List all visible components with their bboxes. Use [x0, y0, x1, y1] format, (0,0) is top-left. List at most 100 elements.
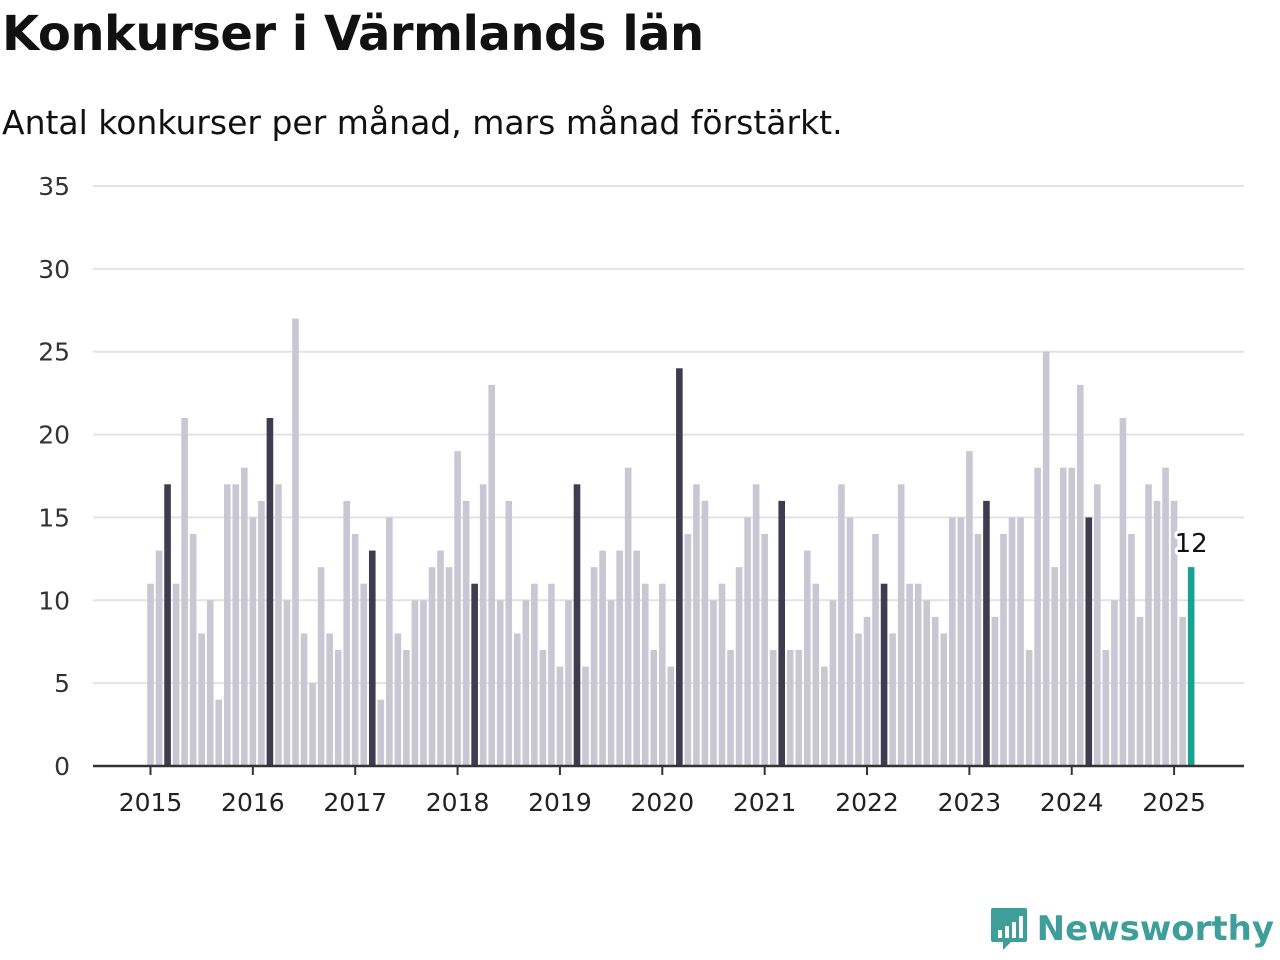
x-tick-label: 2022: [835, 788, 899, 817]
bar: [1119, 418, 1127, 766]
bar: [1017, 517, 1024, 766]
bar: [1111, 600, 1118, 766]
y-tick-label: 20: [38, 421, 70, 450]
bar: [991, 616, 999, 766]
bar: [266, 418, 274, 766]
bar: [565, 600, 572, 766]
bar: [863, 616, 871, 766]
bar: [931, 616, 939, 766]
bar: [1034, 467, 1041, 766]
bar: [923, 600, 931, 766]
bar: [556, 666, 564, 766]
bar: [420, 600, 427, 766]
bar: [215, 699, 223, 766]
bar: [1128, 534, 1135, 766]
bar: [633, 550, 641, 766]
bar: [198, 633, 205, 766]
bar: [317, 567, 325, 766]
bar: [513, 633, 521, 766]
bar: [437, 550, 444, 766]
bar: [326, 633, 333, 766]
bar: [914, 583, 922, 766]
annotations: 12: [1172, 526, 1211, 562]
bar: [505, 500, 513, 766]
bar: [1136, 616, 1144, 766]
bar: [368, 550, 376, 766]
brand-name: Newsworthy: [1036, 909, 1274, 949]
y-tick-label: 35: [38, 172, 70, 201]
bar: [641, 583, 649, 766]
bar: [292, 318, 299, 766]
bar: [752, 484, 760, 766]
bar: [189, 534, 197, 766]
bar: [531, 583, 538, 766]
bar: [769, 650, 777, 766]
bar: [983, 500, 990, 766]
bar: [300, 633, 308, 766]
bar: [1170, 500, 1178, 766]
bar: [334, 650, 342, 766]
bar: [701, 500, 709, 766]
bar: [599, 550, 606, 766]
bar: [1153, 500, 1161, 766]
brand-logo: Newsworthy: [989, 906, 1274, 952]
bar: [488, 384, 495, 766]
bar: [607, 600, 615, 766]
bar: [778, 500, 786, 766]
bar: [795, 650, 803, 766]
bar: [616, 550, 623, 766]
x-tick-label: 2021: [733, 788, 797, 817]
bar: [880, 583, 888, 766]
bar: [735, 567, 743, 766]
bar: [693, 484, 700, 766]
chart-subtitle: Antal konkurser per månad, mars månad fö…: [2, 103, 843, 142]
bar: [812, 583, 820, 766]
x-tick-label: 2015: [119, 788, 183, 817]
bar: [1008, 517, 1016, 766]
bar: [821, 666, 828, 766]
bar: [471, 583, 478, 766]
x-tick-label: 2016: [221, 788, 285, 817]
bar: [1145, 484, 1152, 766]
bar: [462, 500, 470, 766]
bar: [940, 633, 948, 766]
bar: [846, 517, 854, 766]
bar: [804, 550, 811, 766]
bar: [624, 467, 632, 766]
bar: [428, 567, 436, 766]
bar: [897, 484, 905, 766]
bar: [241, 467, 248, 766]
bar: [223, 484, 231, 766]
bar: [974, 534, 982, 766]
bar: [1102, 650, 1110, 766]
bar: [351, 534, 359, 766]
y-tick-label: 25: [38, 338, 70, 367]
bar: [275, 484, 282, 766]
bar: [889, 633, 896, 766]
bar: [1162, 467, 1169, 766]
bar: [966, 451, 973, 766]
y-tick-label: 10: [38, 586, 70, 615]
bar: [650, 650, 658, 766]
y-tick-label: 15: [38, 503, 70, 532]
bar: [659, 583, 666, 766]
bar: [343, 500, 350, 766]
bar: [496, 600, 504, 766]
bar: [1094, 484, 1101, 766]
bar: [1179, 616, 1186, 766]
bar: [1051, 567, 1058, 766]
bar: [829, 600, 837, 766]
x-tick-label: 2025: [1142, 788, 1206, 817]
bar: [258, 500, 265, 766]
y-tick-label: 30: [38, 255, 70, 284]
bar: [582, 666, 589, 766]
bar: [1187, 567, 1195, 766]
bar: [147, 583, 154, 766]
bar: [1059, 467, 1067, 766]
bar: [548, 583, 555, 766]
bar: [1076, 384, 1084, 766]
x-tick-label: 2019: [528, 788, 592, 817]
bar-chart-logo-icon: [990, 908, 1027, 950]
bar: [181, 418, 188, 766]
